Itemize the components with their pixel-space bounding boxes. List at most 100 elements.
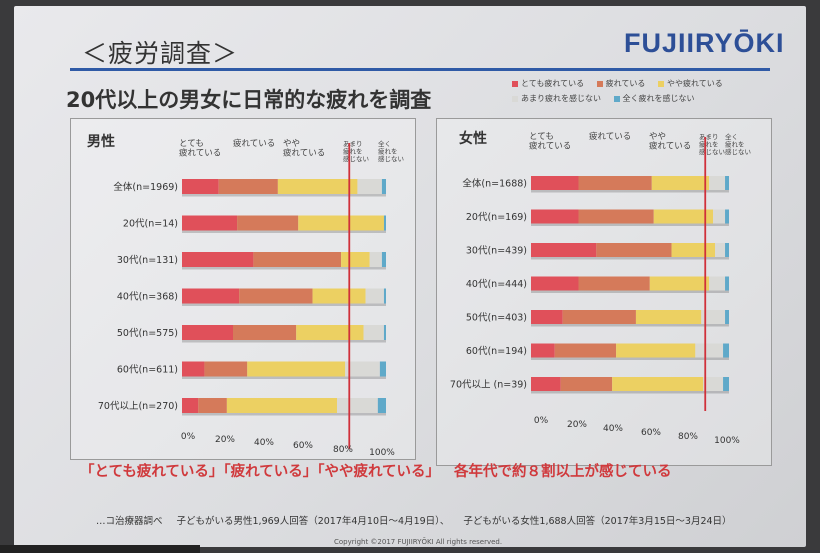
bar-segment — [723, 377, 729, 391]
male-chart-panel: 男性 とても疲れている 疲れている やや疲れている あまり疲れを感じない 全く疲れを感じな… — [70, 118, 416, 460]
bar-segment — [204, 361, 248, 377]
conclusion-part1: 「とても疲れている」「疲れている」「やや疲れている」 — [80, 464, 441, 480]
legend-label: あまり疲れを感じない — [521, 94, 601, 103]
x-tick-label: 0% — [534, 416, 549, 426]
source-org: …コ治療器調べ — [96, 516, 163, 527]
source-note: …コ治療器調べ 子どもがいる男性1,969人回答（2017年4月10日～4月19日… — [96, 513, 746, 527]
conclusion-text: 「とても疲れている」「疲れている」「やや疲れている」 各年代で約８割以上が感じてい… — [80, 460, 672, 481]
bar-segment — [277, 179, 358, 194]
bar-segment — [381, 252, 386, 267]
conclusion-part2: 各年代で約８割以上が感じている — [454, 464, 672, 480]
bar-segment — [383, 325, 386, 340]
source-male: 子どもがいる男性1,969人回答（2017年4月10日～4月19日）、 — [176, 516, 450, 527]
category-label: 30代(n=439) — [466, 246, 527, 257]
x-tick-label: 60% — [293, 441, 313, 451]
bar-segment — [383, 288, 386, 304]
category-label: 20代(n=169) — [466, 212, 527, 223]
column-header: やや疲れている — [649, 132, 691, 152]
bar-segment — [695, 343, 724, 358]
column-header: やや疲れている — [283, 139, 325, 159]
bar-segment — [531, 176, 579, 190]
legend-item: 全く疲れを感じない — [613, 93, 695, 104]
legend-item: あまり疲れを感じない — [512, 93, 601, 104]
x-tick-label: 100% — [714, 436, 740, 446]
bar-segment — [337, 398, 378, 413]
bar-shadow — [182, 303, 386, 306]
bar-segment — [653, 209, 714, 224]
female-chart: 女性 とても疲れている 疲れている やや疲れているあまり疲れを感じない全く疲れを感じな… — [450, 130, 751, 446]
bar-segment — [531, 276, 579, 291]
category-label: 70代以上(n=270) — [98, 401, 178, 412]
category-label: 40代(n=444) — [466, 279, 527, 290]
category-label: 30代(n=131) — [117, 255, 178, 266]
bar-segment — [709, 176, 726, 190]
bar-segment — [381, 179, 386, 194]
bar-segment — [531, 343, 555, 358]
category-label: 全体(n=1969) — [113, 181, 178, 193]
legend-label: 全く疲れを感じない — [622, 94, 695, 103]
x-tick-label: 40% — [254, 438, 274, 448]
male-chart: 男性 とても疲れている 疲れている やや疲れているあまり疲れを感じない全く疲れを感じな… — [87, 133, 404, 458]
x-tick-label: 80% — [678, 432, 698, 442]
bar-segment — [296, 325, 364, 340]
bar-segment — [725, 176, 729, 190]
bar-segment — [635, 310, 702, 324]
bar-segment — [725, 276, 729, 291]
bar-segment — [725, 310, 729, 324]
bar-segment — [560, 377, 613, 391]
column-header: 全く疲れを感じない — [378, 139, 404, 163]
bar-segment — [713, 209, 726, 224]
bar-segment — [369, 252, 382, 267]
x-tick-label: 80% — [333, 445, 353, 455]
bar-segment — [649, 276, 710, 291]
bar-segment — [531, 209, 579, 224]
bar-segment — [182, 325, 233, 340]
bar-shadow — [182, 267, 386, 270]
column-header: あまり疲れを感じない — [699, 133, 725, 156]
bar-segment — [725, 243, 729, 257]
bar-segment — [253, 252, 342, 267]
bar-segment — [312, 288, 366, 304]
x-tick-label: 40% — [603, 424, 623, 434]
legend-swatch — [596, 80, 603, 87]
category-label: 50代(n=403) — [466, 313, 527, 324]
source-female: 子どもがいる女性1,688人回答（2017年3月15日～3月24日） — [463, 516, 732, 527]
bar-segment — [651, 176, 710, 190]
legend-label: やや疲れている — [666, 79, 723, 88]
bar-segment — [341, 252, 370, 267]
bar-segment — [531, 243, 597, 257]
category-label: 40代(n=368) — [117, 292, 178, 303]
bar-shadow — [182, 194, 386, 197]
column-header: とても疲れている — [529, 132, 571, 152]
column-header: 疲れている — [589, 131, 631, 142]
bar-segment — [616, 343, 696, 358]
column-header: あまり疲れを感じない — [343, 140, 369, 163]
legend-swatch — [613, 95, 620, 102]
bar-segment — [182, 252, 254, 267]
bar-segment — [578, 176, 652, 190]
female-chart-panel: 女性 とても疲れている 疲れている やや疲れている あまり疲れを感じない 全く疲れを感じな… — [436, 118, 772, 466]
bar-segment — [383, 215, 386, 231]
bar-segment — [182, 179, 219, 194]
bar-shadow — [182, 413, 386, 416]
legend-item: やや疲れている — [657, 78, 723, 89]
bar-segment — [725, 209, 729, 224]
copyright: Copyright ©2017 FUJIIRYŌKI All rights re… — [334, 538, 503, 546]
bar-segment — [379, 361, 386, 377]
legend-item: とても疲れている — [512, 78, 584, 89]
category-label: 60代(n=611) — [117, 365, 178, 376]
bar-segment — [612, 377, 704, 391]
bar-segment — [709, 276, 726, 291]
bar-shadow — [531, 391, 729, 394]
bar-segment — [531, 377, 561, 391]
bar-shadow — [531, 190, 729, 193]
bar-segment — [233, 325, 297, 340]
bar-segment — [578, 209, 654, 224]
column-header: 全く疲れを感じない — [725, 132, 751, 156]
bar-segment — [715, 243, 726, 257]
x-tick-label: 100% — [369, 448, 395, 458]
x-tick-label: 0% — [181, 432, 196, 442]
column-header: 疲れている — [233, 138, 275, 149]
bar-shadow — [531, 357, 729, 360]
bar-shadow — [531, 223, 729, 226]
